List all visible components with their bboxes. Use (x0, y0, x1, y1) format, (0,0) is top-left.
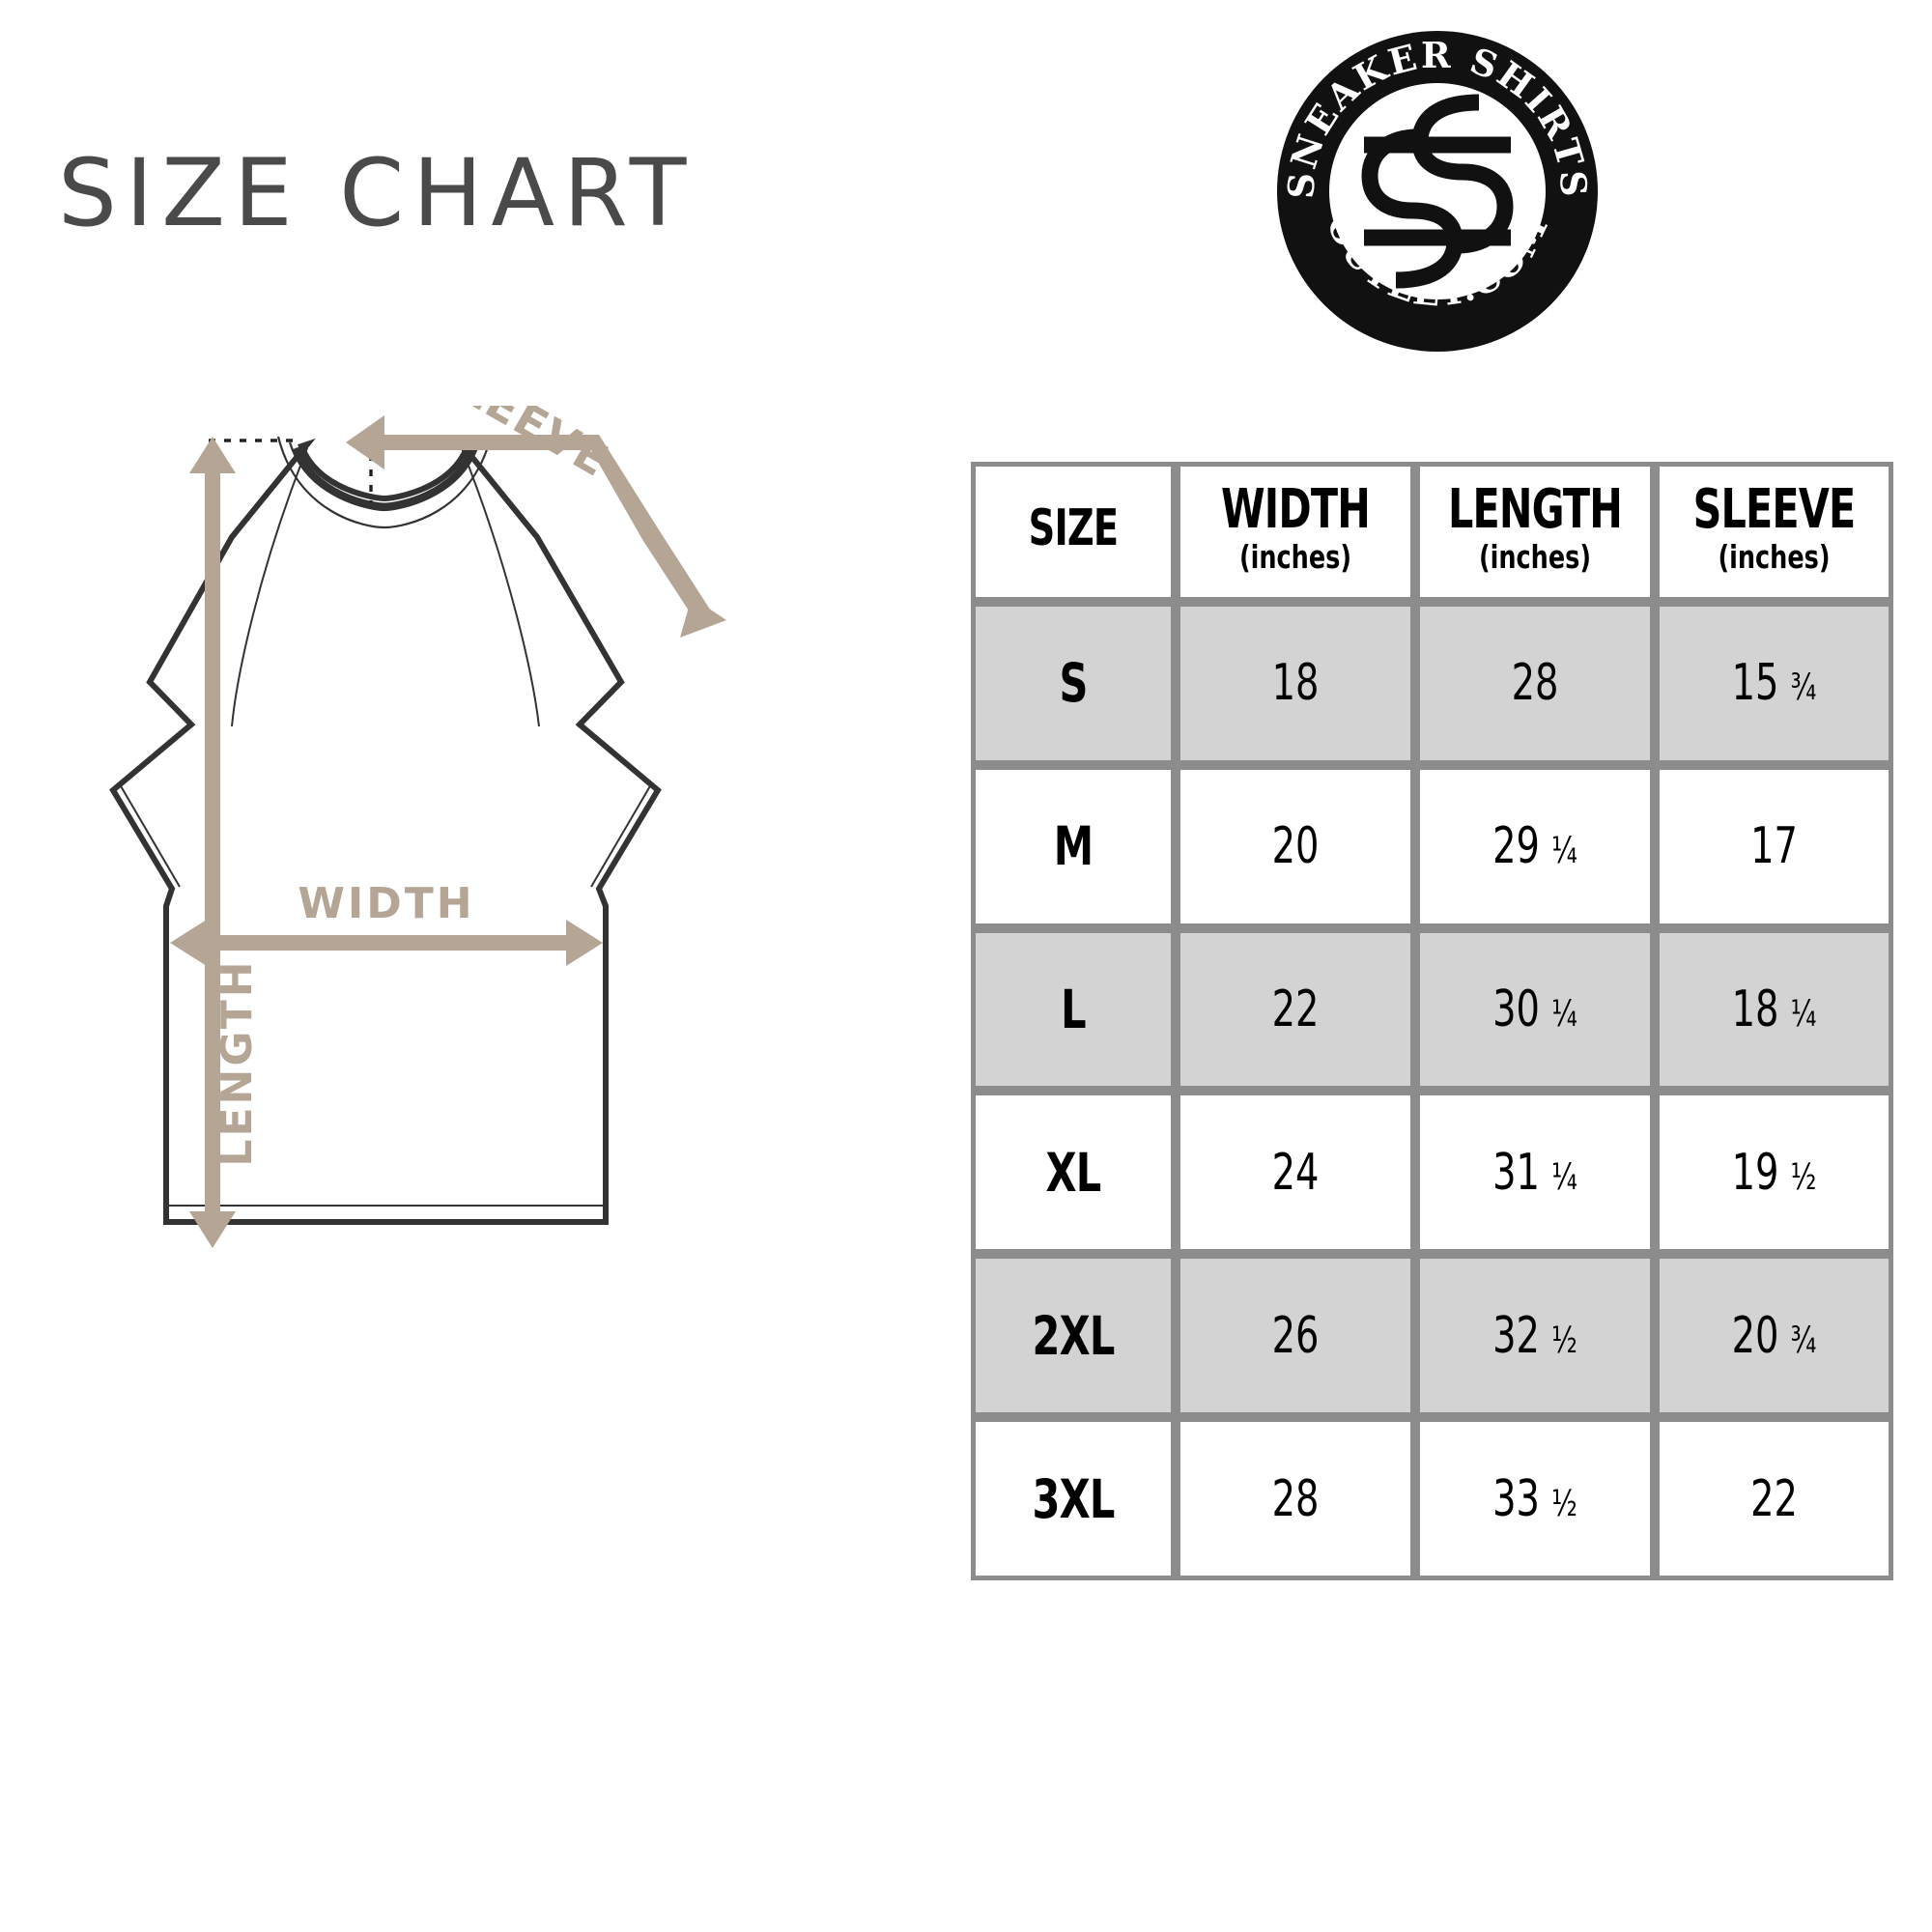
cell-sleeve-value: 18 ¼ (1731, 980, 1817, 1039)
cell-length: 29 ¼ (1415, 764, 1655, 928)
sneaker-shirts-outlet-logo: SNEAKER SHIRTS OUTLET.COM (1273, 27, 1602, 355)
table-row: XL 24 31 ¼ 19 ½ (971, 1091, 1893, 1255)
cell-size: L (971, 927, 1176, 1092)
fraction-glyph: ½ (1551, 1318, 1577, 1361)
column-header-width-label: WIDTH (1221, 477, 1371, 541)
column-header-sleeve-label: SLEEVE (1692, 477, 1857, 541)
cell-width: 28 (1176, 1417, 1415, 1580)
cell-length-value: 33 ½ (1492, 1469, 1577, 1528)
fraction-glyph: ¾ (1790, 666, 1817, 709)
cell-sleeve: 18 ¼ (1655, 927, 1893, 1092)
cell-width: 26 (1176, 1254, 1415, 1418)
cell-size: S (971, 602, 1176, 765)
fraction-glyph: ½ (1551, 1481, 1577, 1524)
cell-sleeve: 19 ½ (1655, 1091, 1893, 1255)
cell-size-label: 3XL (1032, 1467, 1116, 1530)
cell-length: 30 ¼ (1415, 927, 1655, 1092)
fraction-glyph: ¼ (1551, 992, 1577, 1036)
cell-width: 22 (1176, 927, 1415, 1092)
column-header-sleeve-unit: (inches) (1718, 538, 1831, 577)
cell-sleeve-value: 17 (1750, 817, 1798, 876)
cell-length: 31 ¼ (1415, 1091, 1655, 1255)
cell-width-value: 26 (1271, 1306, 1320, 1365)
cell-sleeve: 22 (1655, 1417, 1893, 1580)
tshirt-measurement-diagram: SLEEVE WIDTH LENGTH (0, 406, 773, 1294)
cell-size-label: L (1061, 979, 1086, 1041)
table-row: 2XL 26 32 ½ 20 ¾ (971, 1254, 1893, 1418)
cell-width: 20 (1176, 764, 1415, 928)
cell-sleeve: 15 ¾ (1655, 602, 1893, 765)
page-title: SIZE CHART (58, 139, 696, 247)
column-header-width: WIDTH (inches) (1176, 462, 1415, 602)
column-header-size-label: SIZE (1028, 498, 1119, 557)
column-header-length: LENGTH (inches) (1415, 462, 1655, 602)
cell-width-value: 22 (1271, 980, 1320, 1039)
table-row: L 22 30 ¼ 18 ¼ (971, 927, 1893, 1092)
length-label-text: LENGTH (213, 958, 262, 1166)
fraction-glyph: ¼ (1551, 1154, 1577, 1198)
fraction-glyph: ½ (1790, 1154, 1817, 1198)
length-dimension-arrow: LENGTH (189, 437, 262, 1248)
table-row: 3XL 28 33 ½ 22 (971, 1417, 1893, 1580)
column-header-sleeve: SLEEVE (inches) (1655, 462, 1893, 602)
cell-width-value: 18 (1271, 654, 1320, 713)
column-header-width-unit: (inches) (1238, 538, 1352, 577)
cell-length-value: 30 ¼ (1492, 980, 1577, 1039)
cell-width: 24 (1176, 1091, 1415, 1255)
fraction-glyph: ¼ (1551, 829, 1577, 872)
width-dimension-arrow: WIDTH (170, 879, 603, 966)
cell-length: 28 (1415, 602, 1655, 765)
cell-sleeve: 17 (1655, 764, 1893, 928)
size-chart-table: SIZE WIDTH (inches) LENGTH (inches) SLEE… (971, 462, 1893, 1580)
cell-sleeve: 20 ¾ (1655, 1254, 1893, 1418)
cell-sleeve-value: 20 ¾ (1731, 1306, 1817, 1365)
cell-sleeve-value: 22 (1750, 1469, 1798, 1528)
table-row: M 20 29 ¼ 17 (971, 764, 1893, 928)
column-header-size: SIZE (971, 462, 1176, 602)
cell-size: XL (971, 1091, 1176, 1255)
cell-size: M (971, 764, 1176, 928)
table-header-row: SIZE WIDTH (inches) LENGTH (inches) SLEE… (971, 462, 1893, 602)
cell-length: 32 ½ (1415, 1254, 1655, 1418)
cell-length-value: 32 ½ (1492, 1306, 1577, 1365)
width-label-text: WIDTH (298, 879, 474, 928)
cell-length-value: 29 ¼ (1492, 817, 1577, 876)
cell-length: 33 ½ (1415, 1417, 1655, 1580)
cell-sleeve-value: 15 ¾ (1731, 654, 1817, 713)
column-header-length-unit: (inches) (1478, 538, 1592, 577)
cell-length-value: 28 (1511, 654, 1559, 713)
cell-width-value: 24 (1271, 1143, 1320, 1202)
cell-width: 18 (1176, 602, 1415, 765)
cell-size: 3XL (971, 1417, 1176, 1580)
fraction-glyph: ¾ (1790, 1318, 1817, 1361)
cell-size-label: XL (1045, 1141, 1102, 1204)
cell-width-value: 20 (1271, 817, 1320, 876)
fraction-glyph: ¼ (1790, 992, 1817, 1036)
tshirt-outline (109, 438, 662, 1225)
cell-length-value: 31 ¼ (1492, 1143, 1577, 1202)
cell-size: 2XL (971, 1254, 1176, 1418)
cell-sleeve-value: 19 ½ (1731, 1143, 1817, 1202)
column-header-length-label: LENGTH (1447, 477, 1623, 541)
table-row: S 18 28 15 ¾ (971, 602, 1893, 765)
cell-size-label: M (1053, 815, 1094, 878)
cell-width-value: 28 (1271, 1469, 1320, 1528)
cell-size-label: S (1059, 652, 1088, 715)
cell-size-label: 2XL (1032, 1304, 1116, 1367)
